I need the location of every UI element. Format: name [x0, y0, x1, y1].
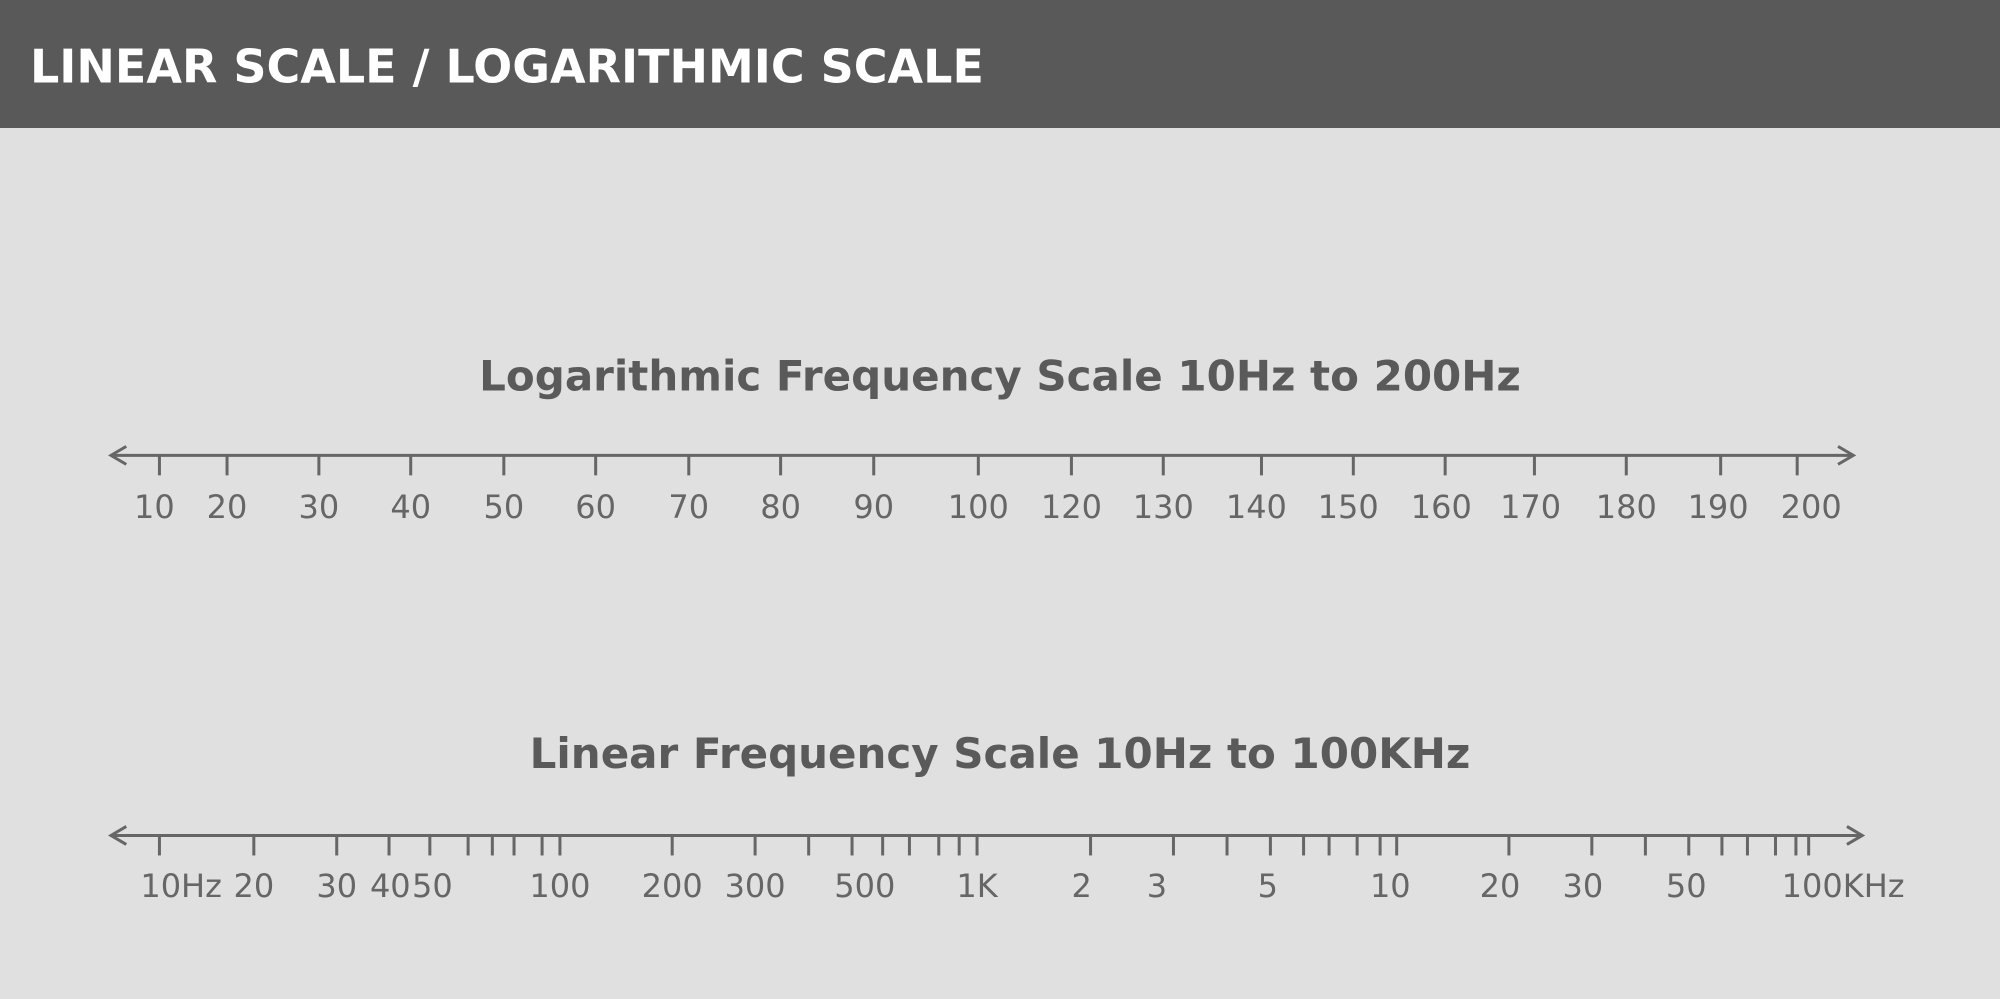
tick-label: 170: [1500, 488, 1561, 526]
tick-label: 180: [1596, 488, 1657, 526]
tick-label: 70: [668, 488, 709, 526]
scale-title: Logarithmic Frequency Scale 10Hz to 200H…: [479, 351, 1521, 400]
tick-label: 40: [370, 867, 411, 905]
arrow-left: [108, 825, 128, 846]
tick-label: 300: [725, 867, 786, 905]
scale-title: Linear Frequency Scale 10Hz to 100KHz: [530, 729, 1471, 778]
tick-label: 100KHz: [1782, 867, 1905, 905]
tick-label: 20: [207, 488, 248, 526]
tick-label: 20: [233, 867, 274, 905]
tick-label: 140: [1226, 488, 1287, 526]
tick-label: 10: [134, 488, 175, 526]
tick-label: 120: [1041, 488, 1102, 526]
tick-label: 190: [1688, 488, 1749, 526]
tick-label: 100: [529, 867, 590, 905]
arrow-right: [1846, 825, 1866, 846]
tick-label: 10Hz: [140, 867, 222, 905]
tick-label: 90: [853, 488, 894, 526]
tick-label: 500: [834, 867, 895, 905]
arrow-left: [108, 445, 128, 466]
header-title: LINEAR SCALE / LOGARITHMIC SCALE: [30, 40, 984, 94]
tick-label: 200: [1781, 488, 1842, 526]
tick-label: 3: [1147, 867, 1167, 905]
tick-label: 100: [948, 488, 1009, 526]
tick-label: 20: [1480, 867, 1521, 905]
tick-label: 160: [1411, 488, 1472, 526]
tick-label: 1K: [956, 867, 998, 905]
tick-label: 30: [299, 488, 340, 526]
tick-label: 60: [575, 488, 616, 526]
tick-label: 50: [1666, 867, 1707, 905]
tick-label: 30: [316, 867, 357, 905]
tick-label: 150: [1318, 488, 1379, 526]
tick-label: 130: [1133, 488, 1194, 526]
tick-label: 2: [1071, 867, 1091, 905]
tick-label: 50: [412, 867, 453, 905]
tick-label: 30: [1563, 867, 1604, 905]
arrow-right: [1837, 445, 1857, 466]
tick-label: 80: [760, 488, 801, 526]
header-bar: [0, 0, 2000, 128]
tick-label: 50: [483, 488, 524, 526]
tick-label: 5: [1258, 867, 1278, 905]
tick-label: 200: [642, 867, 703, 905]
tick-label: 10: [1370, 867, 1411, 905]
tick-label: 40: [390, 488, 431, 526]
